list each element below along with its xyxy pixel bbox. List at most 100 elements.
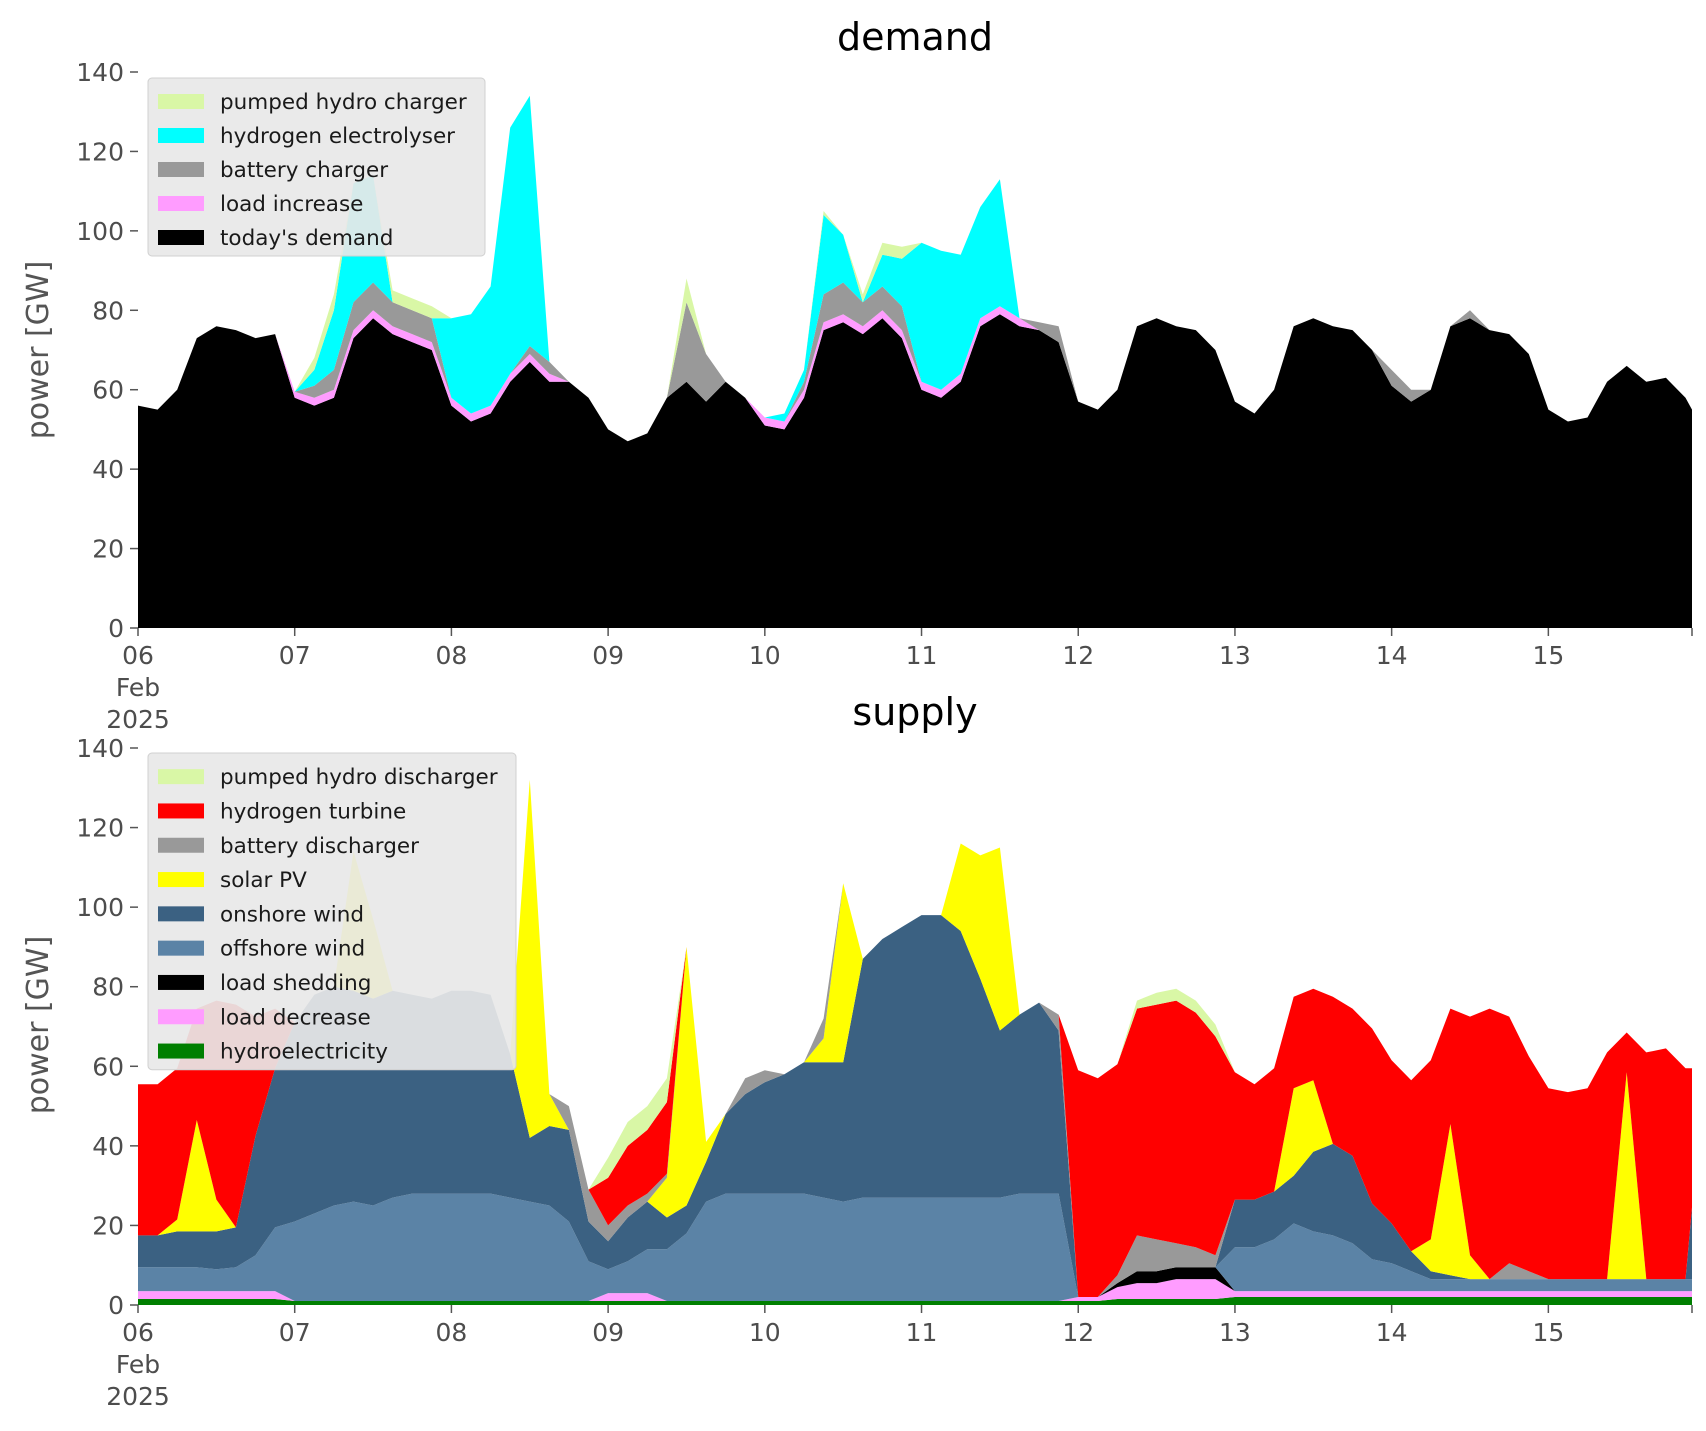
legend-swatch (158, 837, 204, 853)
y-axis-label: power [GW] (21, 936, 56, 1115)
legend-box (147, 752, 517, 1071)
x-tick-label: 13 (1219, 641, 1251, 670)
area-offshore-wind (138, 1193, 1692, 1301)
chart-title: supply (852, 690, 977, 734)
y-tick-label: 80 (92, 973, 124, 1002)
y-tick-label: 100 (76, 893, 124, 922)
x-tick-label: 09 (592, 641, 624, 670)
legend-item-battery-discharger: battery discharger (158, 834, 419, 859)
area-onshore-wind (138, 915, 1692, 1297)
legend-item-offshore-wind: offshore wind (158, 937, 365, 962)
legend-label: load increase (220, 192, 363, 217)
y-tick-label: 140 (76, 734, 124, 763)
x-tick-sublabel: Feb (116, 673, 160, 702)
legend-item-hydroelectricity: hydroelectricity (158, 1040, 388, 1065)
x-tick-label: 06 (122, 1318, 154, 1347)
legend-item-solar-pv: solar PV (158, 868, 307, 893)
demand-area-layers (138, 95, 1692, 628)
x-tick-label: 15 (1532, 641, 1564, 670)
y-tick-label: 40 (92, 1132, 124, 1161)
x-tick-label: 06 (122, 641, 154, 670)
x-tick-label: 12 (1062, 641, 1094, 670)
x-axis: 06 Feb 2025 07 08 09 10 11 12 13 14 15 (106, 628, 1693, 734)
y-tick-label: 80 (92, 296, 124, 325)
legend-swatch (158, 196, 204, 211)
x-tick-label: 08 (436, 1318, 468, 1347)
y-tick-label: 40 (92, 455, 124, 484)
legend-swatch (158, 1009, 204, 1025)
y-tick-label: 120 (76, 137, 124, 166)
legend-box (147, 77, 486, 257)
x-tick-label: 14 (1376, 641, 1408, 670)
x-tick-label: 10 (749, 1318, 781, 1347)
y-tick-label: 140 (76, 58, 124, 87)
x-tick-label: 14 (1376, 1318, 1408, 1347)
legend-swatch (158, 872, 204, 888)
legend-label: solar PV (220, 868, 307, 893)
area-battery-charger (138, 282, 1692, 442)
legend: pumped hydro charger hydrogen electrolyse… (147, 77, 486, 257)
x-axis: 06 Feb 2025 07 08 09 10 11 12 13 14 15 (106, 1305, 1693, 1411)
y-tick-label: 120 (76, 814, 124, 843)
legend-item-onshore-wind: onshore wind (158, 902, 364, 927)
area-today-s-demand (138, 314, 1692, 628)
legend-label: offshore wind (220, 937, 365, 962)
legend-label: battery discharger (220, 834, 419, 859)
legend-swatch (158, 906, 204, 922)
legend-item-hydrogen-electrolyser: hydrogen electrolyser (158, 124, 455, 149)
legend-swatch (158, 128, 204, 143)
legend-swatch (158, 769, 204, 785)
legend-label: hydrogen turbine (220, 799, 406, 824)
y-axis: 0 20 40 60 80 100 120 140 (76, 734, 138, 1320)
supply-area-layers (138, 779, 1692, 1305)
x-tick-label: 07 (279, 1318, 311, 1347)
x-tick-label: 11 (906, 1318, 938, 1347)
y-tick-label: 60 (92, 376, 124, 405)
x-tick-label: 08 (436, 641, 468, 670)
y-axis: 0 20 40 60 80 100 120 140 (76, 58, 138, 643)
legend-item-load-shedding: load shedding (158, 971, 371, 996)
y-tick-label: 20 (92, 535, 124, 564)
area-solar-pv (138, 779, 1692, 1297)
legend-label: hydrogen electrolyser (220, 124, 455, 149)
legend-label: battery charger (220, 158, 388, 183)
y-axis-label: power [GW] (21, 261, 56, 440)
legend-label: hydroelectricity (220, 1040, 388, 1065)
legend-item-battery-charger: battery charger (158, 158, 388, 183)
x-tick-sublabel: Feb (116, 1350, 160, 1379)
x-tick-label: 10 (749, 641, 781, 670)
legend-label: today's demand (220, 226, 393, 251)
y-tick-label: 0 (108, 614, 124, 643)
y-tick-label: 20 (92, 1211, 124, 1240)
chart-title: demand (837, 15, 993, 59)
legend-item-today-s-demand: today's demand (158, 226, 393, 251)
y-tick-label: 100 (76, 217, 124, 246)
x-tick-sublabel: 2025 (106, 705, 170, 734)
x-tick-label: 12 (1062, 1318, 1094, 1347)
legend-swatch (158, 94, 204, 109)
legend-item-pumped-hydro-charger: pumped hydro charger (158, 90, 467, 115)
y-tick-label: 60 (92, 1052, 124, 1081)
legend-swatch (158, 974, 204, 990)
legend-swatch (158, 230, 204, 245)
x-tick-label: 09 (592, 1318, 624, 1347)
area-load-decrease (138, 1279, 1692, 1301)
legend-label: pumped hydro charger (220, 90, 467, 115)
legend: pumped hydro discharger hydrogen turbine b… (147, 752, 517, 1071)
x-tick-label: 11 (906, 641, 938, 670)
area-hydrogen-electrolyser (138, 95, 1692, 442)
legend-item-load-increase: load increase (158, 192, 363, 217)
area-hydrogen-turbine (138, 779, 1692, 1297)
legend-label: load decrease (220, 1005, 371, 1030)
legend-label: load shedding (220, 971, 371, 996)
x-tick-sublabel: 2025 (106, 1382, 170, 1411)
legend-swatch (158, 803, 204, 819)
legend-item-hydrogen-turbine: hydrogen turbine (158, 799, 406, 824)
legend-item-pumped-hydro-discharger: pumped hydro discharger (158, 765, 498, 790)
x-tick-label: 07 (279, 641, 311, 670)
x-tick-label: 13 (1219, 1318, 1251, 1347)
legend-item-load-decrease: load decrease (158, 1005, 371, 1030)
